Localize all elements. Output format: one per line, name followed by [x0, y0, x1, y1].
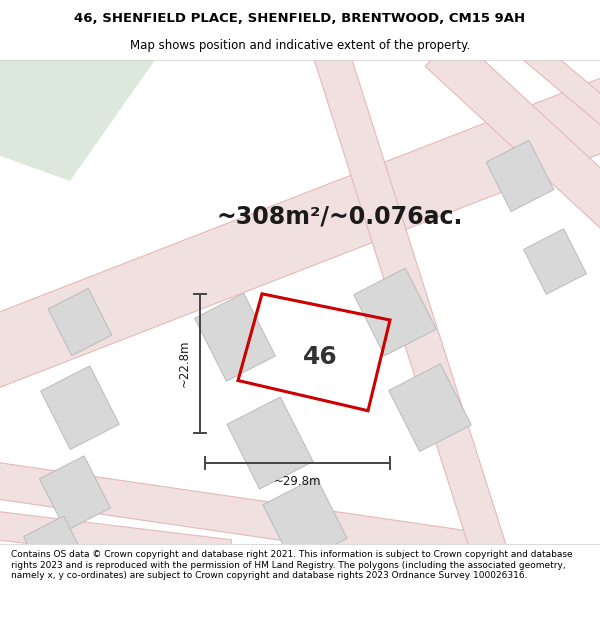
Polygon shape [40, 456, 110, 531]
Polygon shape [23, 516, 86, 581]
Polygon shape [0, 460, 503, 572]
Polygon shape [194, 293, 275, 381]
Text: ~22.8m: ~22.8m [178, 339, 191, 387]
Text: Map shows position and indicative extent of the property.: Map shows position and indicative extent… [130, 39, 470, 51]
Polygon shape [523, 41, 600, 135]
Polygon shape [41, 366, 119, 449]
Polygon shape [263, 478, 347, 566]
Polygon shape [48, 288, 112, 356]
Polygon shape [389, 364, 471, 451]
Text: ~29.8m: ~29.8m [274, 475, 321, 488]
Polygon shape [313, 44, 507, 559]
Polygon shape [227, 397, 313, 489]
Polygon shape [524, 229, 586, 294]
Polygon shape [0, 76, 600, 390]
Polygon shape [354, 268, 436, 356]
Text: 46: 46 [302, 345, 337, 369]
Polygon shape [486, 140, 554, 212]
Text: 46, SHENFIELD PLACE, SHENFIELD, BRENTWOOD, CM15 9AH: 46, SHENFIELD PLACE, SHENFIELD, BRENTWOO… [74, 11, 526, 24]
Text: Contains OS data © Crown copyright and database right 2021. This information is : Contains OS data © Crown copyright and d… [11, 550, 572, 580]
Polygon shape [0, 60, 155, 181]
Polygon shape [0, 509, 232, 568]
Text: ~308m²/~0.076ac.: ~308m²/~0.076ac. [217, 204, 463, 228]
Polygon shape [425, 34, 600, 232]
